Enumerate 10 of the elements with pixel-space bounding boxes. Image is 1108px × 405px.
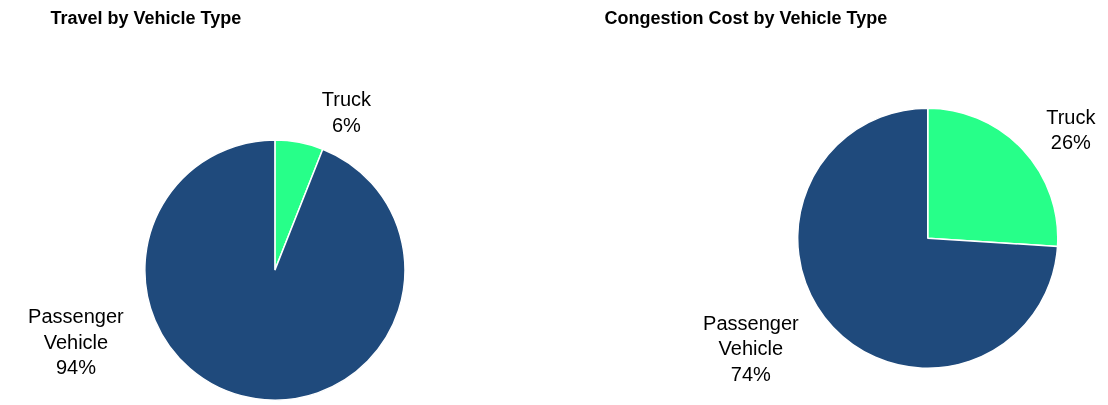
slice-label: Truck	[321, 88, 373, 111]
slice-label: Passenger Vehicle	[703, 312, 800, 360]
chart-title: Congestion Cost by Vehicle Type	[604, 7, 888, 28]
data-label: 94%	[55, 356, 97, 379]
data-label: 26%	[1050, 131, 1092, 154]
data-label: 74%	[730, 362, 772, 385]
chart-title: Travel by Vehicle Type	[50, 7, 242, 28]
data-label: 6%	[331, 113, 362, 136]
slice-label: Truck	[1046, 105, 1097, 128]
slice-label: Passenger Vehicle	[28, 305, 125, 353]
